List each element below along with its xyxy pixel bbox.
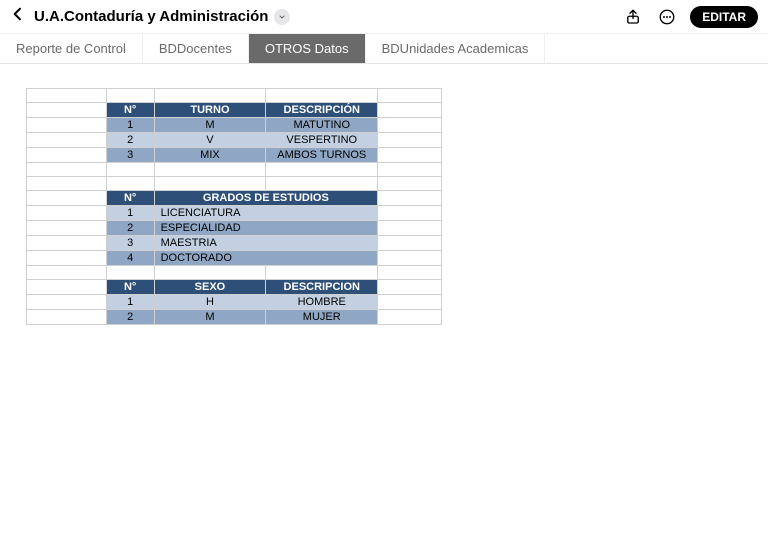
tab-bddocentes[interactable]: BDDocentes <box>143 34 249 63</box>
col-header: GRADOS DE ESTUDIOS <box>154 191 378 206</box>
table-row: 1 H HOMBRE <box>27 295 442 310</box>
table-row: 2 ESPECIALIDAD <box>27 221 442 236</box>
table-row: 3 MIX AMBOS TURNOS <box>27 148 442 163</box>
col-header: N° <box>106 191 154 206</box>
sheet-tabs: Reporte de Control BDDocentes OTROS Dato… <box>0 34 768 64</box>
chevron-down-icon[interactable] <box>274 9 290 25</box>
back-icon[interactable] <box>10 5 26 28</box>
table-row <box>27 177 442 191</box>
table-row <box>27 163 442 177</box>
share-icon[interactable] <box>622 6 644 28</box>
table-row: 2 M MUJER <box>27 310 442 325</box>
table-row: 1 M MATUTINO <box>27 118 442 133</box>
col-header: DESCRIPCIÓN <box>266 103 378 118</box>
col-header: SEXO <box>154 280 266 295</box>
table-row: 1 LICENCIATURA <box>27 206 442 221</box>
col-header: DESCRIPCION <box>266 280 378 295</box>
sheet-content: N° TURNO DESCRIPCIÓN 1 M MATUTINO 2 V VE… <box>0 64 768 349</box>
table-row: 4 DOCTORADO <box>27 251 442 266</box>
col-header: TURNO <box>154 103 266 118</box>
tab-otros-datos[interactable]: OTROS Datos <box>249 34 366 63</box>
spreadsheet-table[interactable]: N° TURNO DESCRIPCIÓN 1 M MATUTINO 2 V VE… <box>26 88 442 325</box>
col-header: N° <box>106 280 154 295</box>
more-icon[interactable] <box>656 6 678 28</box>
table-row: N° GRADOS DE ESTUDIOS <box>27 191 442 206</box>
table-row <box>27 89 442 103</box>
table-row: 2 V VESPERTINO <box>27 133 442 148</box>
col-header: N° <box>106 103 154 118</box>
table-row: N° TURNO DESCRIPCIÓN <box>27 103 442 118</box>
table-row: N° SEXO DESCRIPCION <box>27 280 442 295</box>
app-header: U.A.Contaduría y Administración EDITAR <box>0 0 768 34</box>
edit-button[interactable]: EDITAR <box>690 6 758 28</box>
page-title: U.A.Contaduría y Administración <box>34 8 268 25</box>
tab-bdunidades[interactable]: BDUnidades Academicas <box>366 34 546 63</box>
table-row <box>27 266 442 280</box>
tab-reporte[interactable]: Reporte de Control <box>0 34 143 63</box>
table-row: 3 MAESTRIA <box>27 236 442 251</box>
